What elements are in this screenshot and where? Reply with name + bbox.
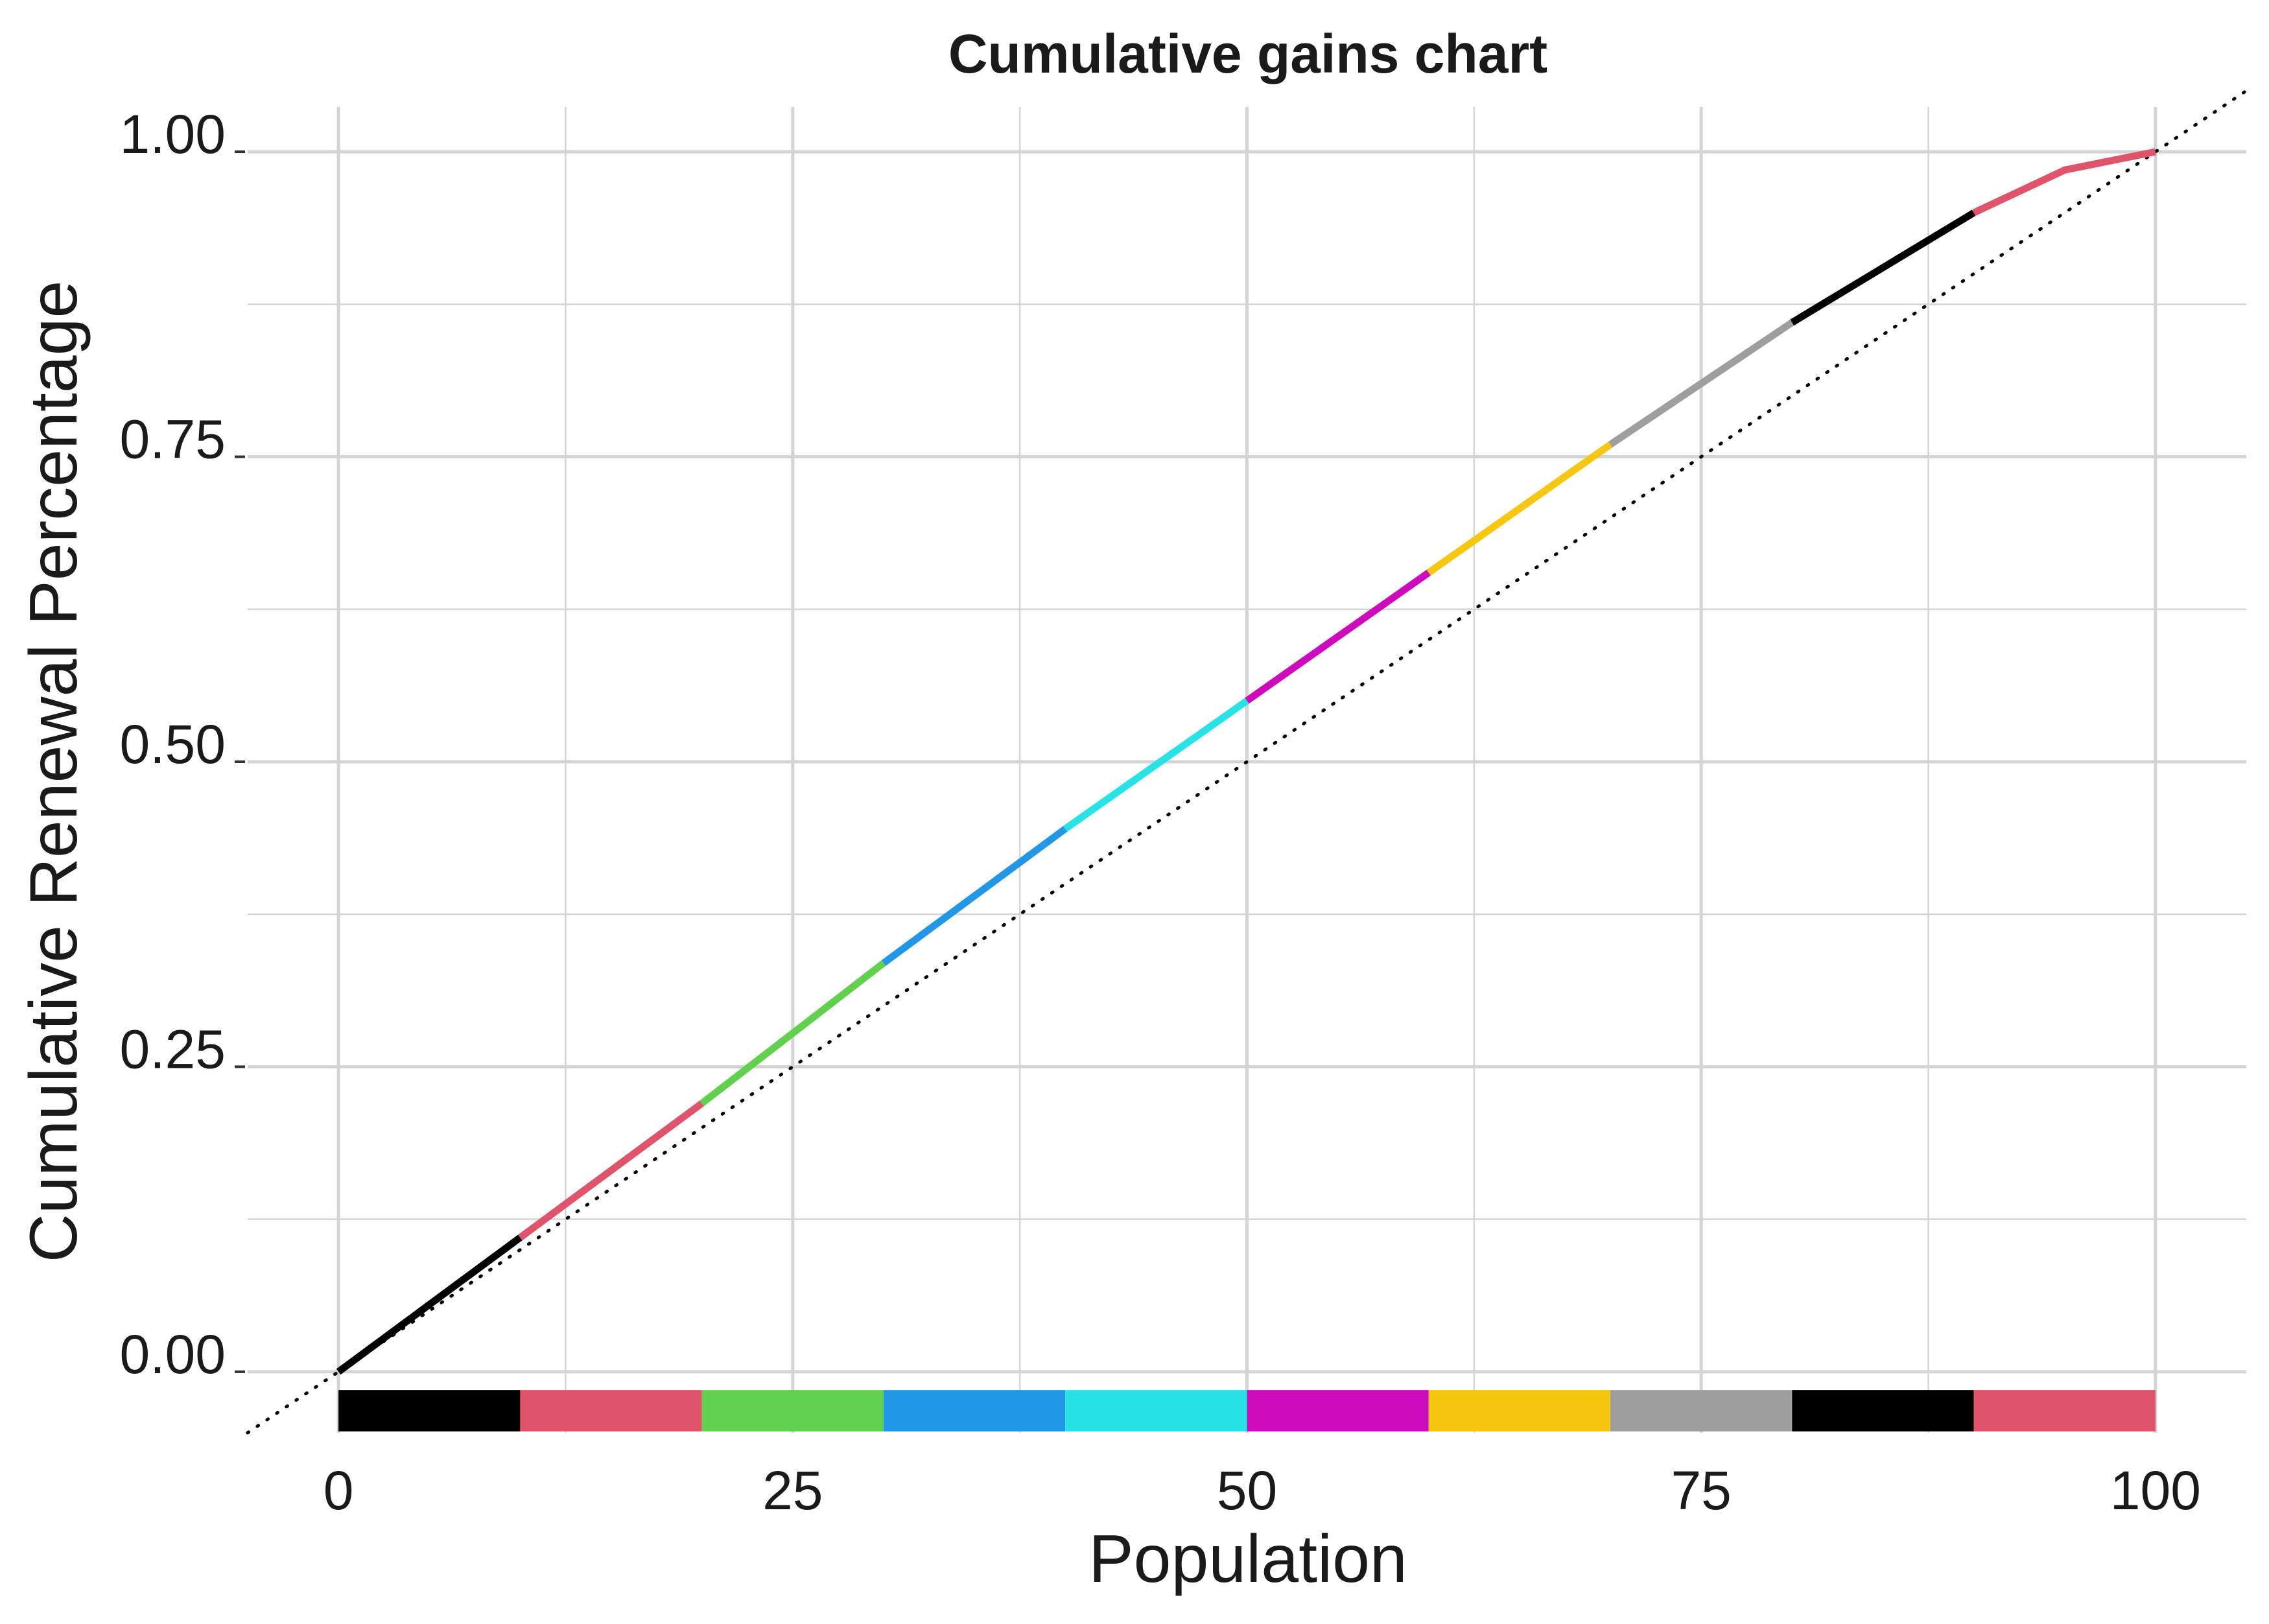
x-axis-title: Population	[1088, 1522, 1407, 1597]
series-layer	[336, 148, 2156, 1375]
x-tick-label-0: 0	[323, 1460, 354, 1521]
decile-band-10	[1973, 1390, 2156, 1431]
chart-title: Cumulative gains chart	[948, 23, 1547, 84]
decile-band-7	[1428, 1390, 1611, 1431]
tick-layer: 0 25 50 75 100 0.00 0.25 0.50 0.75 1.00	[120, 104, 2201, 1521]
gains-curve-segment-5	[1063, 698, 1249, 832]
decile-band-layer	[338, 1390, 2156, 1431]
gains-curve-segment-6	[1245, 569, 1431, 704]
gains-curve-segment-4	[881, 826, 1068, 966]
reference-line-layer	[246, 89, 2248, 1435]
decile-band-9	[1792, 1390, 1974, 1431]
decile-band-3	[701, 1390, 884, 1431]
gains-curve-segment-10	[1972, 148, 2156, 217]
reference-diagonal-line	[246, 89, 2248, 1435]
x-tick-label-1: 25	[762, 1460, 823, 1521]
grid-layer	[248, 107, 2246, 1433]
y-tick-label-4: 1.00	[120, 104, 226, 165]
y-tick-label-1: 0.25	[120, 1018, 226, 1079]
x-tick-label-2: 50	[1217, 1460, 1277, 1521]
gains-curve-segment-7	[1426, 441, 1613, 576]
y-tick-label-3: 0.75	[120, 409, 226, 470]
gains-curve-segment-3	[700, 960, 886, 1107]
gains-curve-segment-2	[518, 1100, 704, 1241]
decile-band-6	[1247, 1390, 1429, 1431]
decile-band-5	[1065, 1390, 1247, 1431]
gains-curve-segment-1	[336, 1234, 523, 1375]
x-tick-label-3: 75	[1671, 1460, 1731, 1521]
y-axis-title: Cumulative Renewal Percentage	[16, 281, 91, 1263]
x-tick-label-4: 100	[2110, 1460, 2201, 1521]
decile-band-1	[338, 1390, 521, 1431]
y-tick-label-2: 0.50	[120, 714, 226, 775]
y-tick-label-0: 0.00	[120, 1324, 226, 1385]
decile-band-4	[883, 1390, 1066, 1431]
decile-band-8	[1610, 1390, 1793, 1431]
gains-curve-segment-9	[1790, 209, 1976, 326]
gains-curve-segment-8	[1608, 319, 1794, 448]
decile-band-2	[520, 1390, 702, 1431]
